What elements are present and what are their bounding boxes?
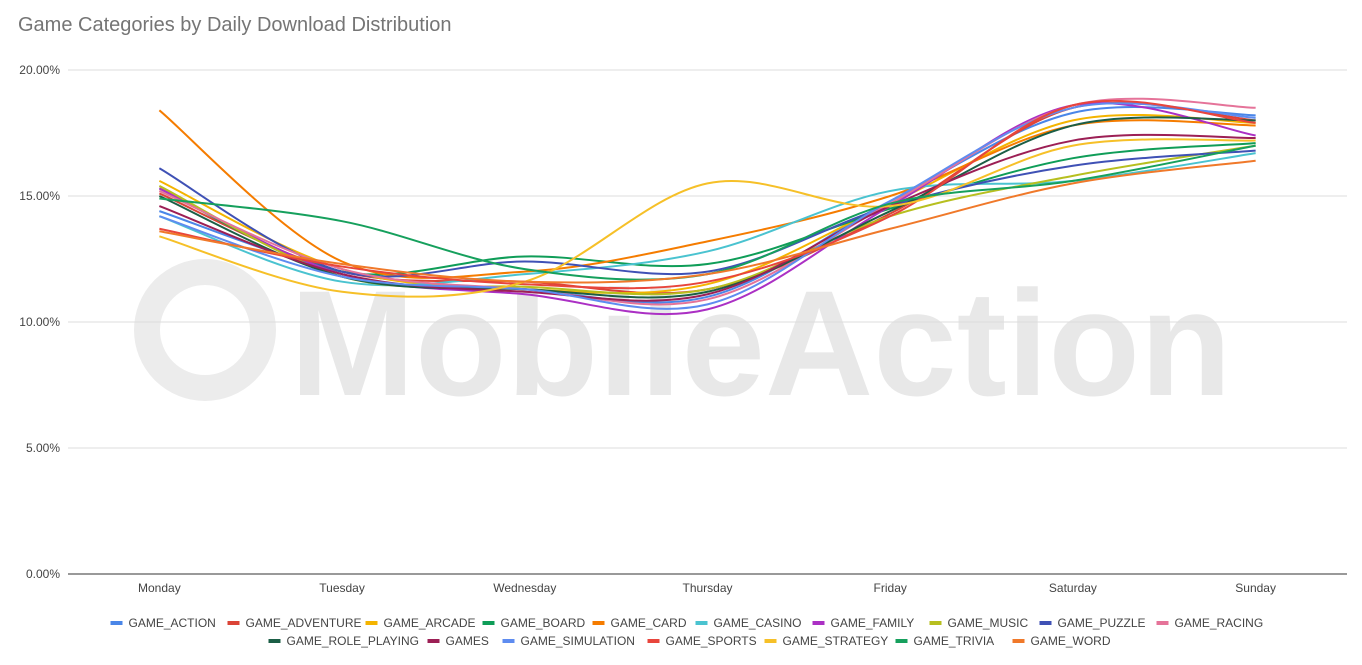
x-tick-label: Wednesday — [493, 581, 556, 595]
x-axis-ticks: Monday Tuesday Wednesday Thursday Friday Satu… — [138, 581, 1276, 595]
x-tick-label: Monday — [138, 581, 181, 595]
x-tick-label: Sunday — [1235, 581, 1276, 595]
series-line-game-puzzle — [158, 149, 1256, 278]
x-tick-label: Saturday — [1049, 581, 1097, 595]
legend-item-game-racing[interactable]: GAME_RACING — [1175, 616, 1264, 630]
y-tick-label: 5.00% — [26, 441, 60, 455]
legend-swatch — [1039, 621, 1052, 625]
legend-swatch — [812, 621, 825, 625]
legend-swatch — [1012, 639, 1025, 643]
legend-item-game-music[interactable]: GAME_MUSIC — [948, 616, 1029, 630]
series-line-game-sports — [159, 99, 1256, 290]
x-tick-label: Tuesday — [319, 581, 365, 595]
legend-item-game-card[interactable]: GAME_CARD — [611, 616, 687, 630]
y-axis-ticks: 0.00% 5.00% 10.00% 15.00% 20.00% — [19, 63, 60, 581]
legend-swatch — [365, 621, 378, 625]
legend-item-game-board[interactable]: GAME_BOARD — [501, 616, 586, 630]
legend-swatch — [268, 639, 281, 643]
watermark-logo-icon — [134, 259, 276, 401]
grid — [68, 69, 1347, 575]
series-line-game-card — [158, 109, 1256, 279]
legend-item-game-casino[interactable]: GAME_CASINO — [714, 616, 802, 630]
legend-item-game-puzzle[interactable]: GAME_PUZZLE — [1058, 616, 1146, 630]
legend-swatch — [482, 621, 495, 625]
legend-swatch — [695, 621, 708, 625]
legend-item-game-word[interactable]: GAME_WORD — [1031, 634, 1111, 648]
legend-item-game-sports[interactable]: GAME_SPORTS — [666, 634, 757, 648]
legend-item-game-simulation[interactable]: GAME_SIMULATION — [521, 634, 635, 648]
legend-item-game-trivia[interactable]: GAME_TRIVIA — [914, 634, 995, 648]
legend-swatch — [427, 639, 440, 643]
y-tick-label: 15.00% — [19, 189, 60, 203]
series-line-game-word — [159, 159, 1256, 284]
series-line-game-simulation — [159, 102, 1256, 310]
legend-item-games[interactable]: GAMES — [446, 634, 489, 648]
legend-swatch — [502, 639, 515, 643]
series-lines — [158, 97, 1256, 316]
x-tick-label: Friday — [874, 581, 907, 595]
legend-item-game-family[interactable]: GAME_FAMILY — [831, 616, 915, 630]
legend-item-game-strategy[interactable]: GAME_STRATEGY — [783, 634, 889, 648]
legend-swatch — [647, 639, 660, 643]
legend-item-game-action[interactable]: GAME_ACTION — [129, 616, 216, 630]
legend-item-game-role-playing[interactable]: GAME_ROLE_PLAYING — [287, 634, 420, 648]
legend: GAME_ACTION GAME_ADVENTURE GAME_ARCADE GAME… — [110, 616, 1264, 648]
legend-item-game-adventure[interactable]: GAME_ADVENTURE — [246, 616, 362, 630]
y-tick-label: 0.00% — [26, 567, 60, 581]
legend-swatch — [929, 621, 942, 625]
legend-swatch — [1156, 621, 1169, 625]
y-tick-label: 10.00% — [19, 315, 60, 329]
legend-swatch — [764, 639, 777, 643]
y-tick-label: 20.00% — [19, 63, 60, 77]
legend-swatch — [895, 639, 908, 643]
legend-swatch — [227, 621, 240, 625]
series-line-games — [159, 133, 1256, 302]
legend-item-game-arcade[interactable]: GAME_ARCADE — [384, 616, 476, 630]
legend-swatch — [592, 621, 605, 625]
x-tick-label: Thursday — [682, 581, 732, 595]
series-line-game-strategy — [159, 138, 1256, 298]
chart-title: Game Categories by Daily Download Distri… — [18, 14, 452, 36]
legend-swatch — [110, 621, 123, 625]
